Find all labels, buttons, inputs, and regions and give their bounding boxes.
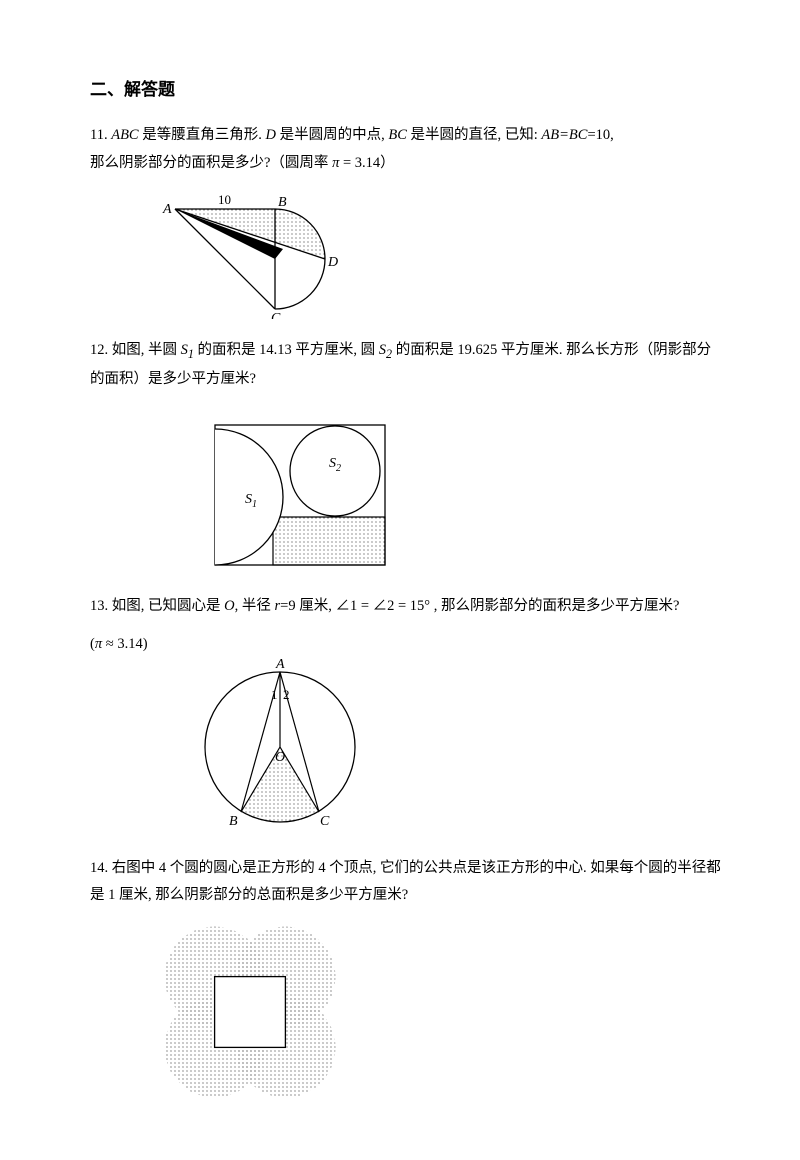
fig13-C: C — [320, 814, 330, 829]
fig13-1: 1 — [271, 687, 278, 702]
p12-s2: S — [379, 342, 386, 358]
p12-num: 12. — [90, 342, 112, 358]
p13-l2b: ≈ 3.14) — [102, 636, 147, 652]
p14-text: 右图中 4 个圆的圆心是正方形的 4 个顶点, 它们的公共点是该正方形的中心. … — [90, 860, 721, 904]
fig13-2: 2 — [283, 687, 290, 702]
fig11-B: B — [278, 195, 287, 210]
problem-13: 13. 如图, 已知圆心是 O, 半径 r=9 厘米, ∠1 = ∠2 = 15… — [90, 593, 725, 621]
p11-num: 11. — [90, 127, 111, 143]
p12-t2: 的面积是 14.13 平方厘米, 圆 — [194, 342, 379, 358]
problem-14: 14. 右图中 4 个圆的圆心是正方形的 4 个顶点, 它们的公共点是该正方形的… — [90, 855, 725, 910]
p13-num: 13. — [90, 598, 112, 614]
figure-11: A B C D 10 — [135, 189, 725, 319]
p11-bc: BC — [388, 127, 407, 143]
fig11-D: D — [327, 255, 338, 270]
p11-t1: 是等腰直角三角形. — [139, 127, 266, 143]
p13-t3: =9 厘米, ∠1 = ∠2 = 15° , 那么阴影部分的面积是多少平方厘米? — [280, 598, 679, 614]
p11-abc: ABC — [111, 127, 138, 143]
figure-12: S1 S2 — [195, 405, 725, 575]
p13-t2: , 半径 — [235, 598, 275, 614]
fig13-A: A — [275, 657, 285, 672]
p14-num: 14. — [90, 860, 112, 876]
p13-o: O — [224, 598, 234, 614]
section-title: 二、解答题 — [90, 75, 725, 100]
figure-13: A B C O 1 2 — [185, 647, 725, 837]
p12-t1: 如图, 半圆 — [112, 342, 181, 358]
figure-14 — [150, 922, 725, 1102]
fig11-C: C — [271, 311, 281, 319]
p13-t1: 如图, 已知圆心是 — [112, 598, 224, 614]
fig11-A: A — [162, 202, 172, 217]
p11-line2: 那么阴影部分的面积是多少?（圆周率 — [90, 155, 332, 171]
p11-t3: 是半圆的直径, 已知: — [407, 127, 542, 143]
p11-eq10: =10, — [587, 127, 613, 143]
problem-12: 12. 如图, 半圆 S1 的面积是 14.13 平方厘米, 圆 S2 的面积是… — [90, 337, 725, 393]
fig13-O: O — [275, 750, 285, 765]
problem-11: 11. ABC 是等腰直角三角形. D 是半圆周的中点, BC 是半圆的直径, … — [90, 122, 725, 177]
fig13-B: B — [229, 814, 238, 829]
p11-abbc: AB=BC — [541, 127, 587, 143]
p11-314: = 3.14） — [339, 155, 394, 171]
p11-d: D — [265, 127, 275, 143]
p12-s1: S — [181, 342, 188, 358]
fig11-10: 10 — [218, 192, 231, 207]
p11-t2: 是半圆周的中点, — [276, 127, 388, 143]
